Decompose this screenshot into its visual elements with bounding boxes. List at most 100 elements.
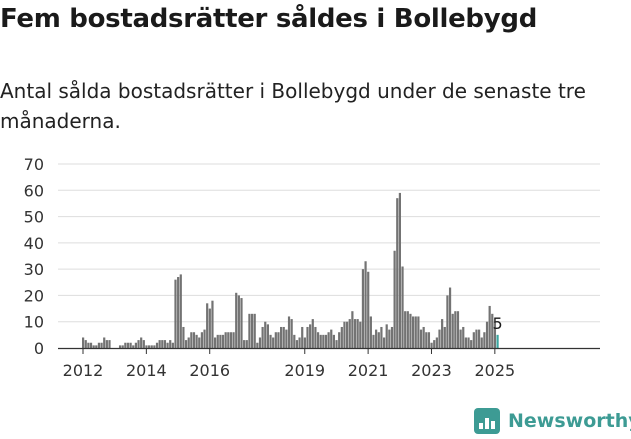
bar xyxy=(478,330,480,348)
bar xyxy=(151,345,153,348)
bar xyxy=(320,335,322,348)
bar-chart: 0 10 20 30 40 50 60 70 2012 2014 2016 2019 2021 2023… xyxy=(0,150,631,390)
bar xyxy=(444,327,446,348)
bar xyxy=(372,335,374,348)
bar xyxy=(388,330,390,348)
bar xyxy=(438,330,440,348)
bar xyxy=(412,316,414,348)
bar xyxy=(103,337,105,348)
brand-logo: Newsworthy xyxy=(474,408,631,434)
bar xyxy=(380,327,382,348)
bar xyxy=(100,343,102,348)
bar xyxy=(211,301,213,348)
bar xyxy=(177,277,179,348)
bar xyxy=(362,269,364,348)
bar xyxy=(378,332,380,348)
bar xyxy=(454,311,456,348)
bar xyxy=(246,340,248,348)
bar xyxy=(185,340,187,348)
bar xyxy=(370,316,372,348)
bar xyxy=(446,295,448,348)
bar xyxy=(248,314,250,348)
bar xyxy=(283,327,285,348)
bar xyxy=(386,324,388,348)
y-axis-tick-labels: 0 10 20 30 40 50 60 70 xyxy=(24,155,44,358)
bar xyxy=(328,332,330,348)
bar xyxy=(198,337,200,348)
bar xyxy=(296,340,298,348)
bar xyxy=(275,332,277,348)
bar xyxy=(420,330,422,348)
bar xyxy=(227,332,229,348)
bar xyxy=(254,314,256,348)
bar xyxy=(272,337,274,348)
bar xyxy=(145,345,147,348)
bar xyxy=(357,319,359,348)
bar xyxy=(441,319,443,348)
x-tick-label: 2025 xyxy=(474,361,515,380)
bar xyxy=(85,340,87,348)
bar xyxy=(341,327,343,348)
bar xyxy=(467,337,469,348)
bar xyxy=(217,335,219,348)
bar xyxy=(430,343,432,348)
bar xyxy=(190,332,192,348)
bar xyxy=(262,327,264,348)
bar xyxy=(470,340,472,348)
bar xyxy=(98,343,100,348)
bar xyxy=(251,314,253,348)
bar xyxy=(280,327,282,348)
bar xyxy=(82,337,84,348)
bar xyxy=(119,345,121,348)
bar xyxy=(415,316,417,348)
x-tick-label: 2014 xyxy=(126,361,167,380)
bar xyxy=(481,337,483,348)
bar xyxy=(401,267,403,348)
y-tick-label: 60 xyxy=(24,181,44,200)
bar xyxy=(196,335,198,348)
last-value-label: 5 xyxy=(492,314,502,333)
bar xyxy=(172,343,174,348)
bar xyxy=(240,298,242,348)
bar xyxy=(285,330,287,348)
bar xyxy=(391,327,393,348)
y-tick-label: 50 xyxy=(24,208,44,227)
bar xyxy=(367,272,369,348)
bar xyxy=(338,332,340,348)
bar xyxy=(304,337,306,348)
bar xyxy=(277,332,279,348)
bar xyxy=(409,314,411,348)
bar xyxy=(349,319,351,348)
bar xyxy=(256,343,258,348)
bar xyxy=(108,340,110,348)
bar xyxy=(180,274,182,348)
bar xyxy=(383,337,385,348)
bar xyxy=(95,345,97,348)
bar xyxy=(209,309,211,348)
bar xyxy=(137,340,139,348)
y-tick-label: 30 xyxy=(24,260,44,279)
bar xyxy=(174,280,176,348)
bar xyxy=(214,337,216,348)
bar xyxy=(87,343,89,348)
bar xyxy=(423,327,425,348)
bar xyxy=(143,340,145,348)
bar xyxy=(335,340,337,348)
bar xyxy=(203,330,205,348)
bar xyxy=(452,314,454,348)
bar xyxy=(436,337,438,348)
bar xyxy=(127,343,129,348)
bar xyxy=(325,335,327,348)
bar xyxy=(399,193,401,348)
page-subtitle: Antal sålda bostadsrätter i Bollebygd un… xyxy=(0,76,631,136)
bar xyxy=(407,311,409,348)
bar xyxy=(322,335,324,348)
bar xyxy=(473,332,475,348)
bar xyxy=(267,324,269,348)
bar xyxy=(346,322,348,348)
bar xyxy=(317,332,319,348)
x-tick-label: 2019 xyxy=(284,361,325,380)
bar xyxy=(396,198,398,348)
bar xyxy=(153,345,155,348)
bar xyxy=(489,306,491,348)
